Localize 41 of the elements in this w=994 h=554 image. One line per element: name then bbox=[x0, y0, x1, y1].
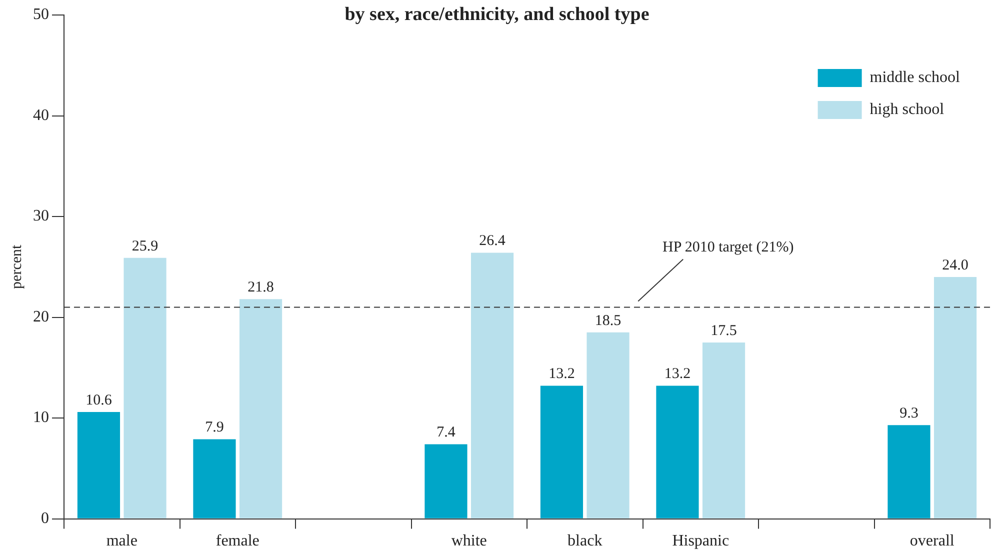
data-label: 26.4 bbox=[479, 233, 506, 250]
bar bbox=[702, 342, 746, 518]
data-label: 13.2 bbox=[548, 366, 575, 382]
bar bbox=[934, 276, 977, 518]
y-tick-label: 10 bbox=[33, 409, 49, 426]
data-label: 21.8 bbox=[248, 280, 274, 296]
bar bbox=[424, 444, 468, 518]
bar bbox=[239, 299, 282, 518]
x-tick-label: male bbox=[106, 532, 138, 550]
bar bbox=[888, 425, 930, 518]
data-label: 17.5 bbox=[710, 322, 737, 339]
data-label: 7.9 bbox=[205, 420, 224, 436]
data-label: 25.9 bbox=[132, 238, 158, 254]
bar bbox=[193, 439, 236, 518]
y-tick-label: 40 bbox=[33, 106, 49, 124]
y-tick-label: 0 bbox=[41, 510, 49, 528]
ref-line-label: HP 2010 target (21%) bbox=[662, 240, 794, 256]
x-tick-label: white bbox=[451, 532, 487, 550]
data-label: 10.6 bbox=[86, 392, 112, 408]
data-label: 7.4 bbox=[436, 424, 456, 441]
bar bbox=[656, 386, 699, 518]
chart-title: by sex, race/ethnicity, and school type bbox=[344, 4, 650, 25]
data-label: 9.3 bbox=[900, 406, 918, 422]
data-label: 18.5 bbox=[594, 312, 622, 329]
bar bbox=[124, 258, 166, 518]
bar bbox=[586, 332, 630, 518]
bar bbox=[540, 386, 584, 518]
x-tick-label: overall bbox=[910, 532, 955, 550]
y-tick-label: 30 bbox=[33, 208, 49, 225]
legend-label: middle school bbox=[870, 69, 961, 86]
data-label: 24.0 bbox=[942, 257, 968, 274]
bar bbox=[470, 252, 514, 518]
x-tick-label: female bbox=[216, 532, 260, 550]
y-tick-label: 50 bbox=[33, 6, 49, 24]
legend-label: high school bbox=[870, 101, 945, 118]
bar bbox=[77, 412, 120, 518]
data-label: 13.2 bbox=[664, 366, 691, 382]
x-tick-label: black bbox=[568, 532, 602, 550]
y-tick-label: 20 bbox=[33, 308, 49, 326]
y-axis-title: percent bbox=[8, 244, 25, 289]
x-tick-label: Hispanic bbox=[672, 532, 730, 550]
